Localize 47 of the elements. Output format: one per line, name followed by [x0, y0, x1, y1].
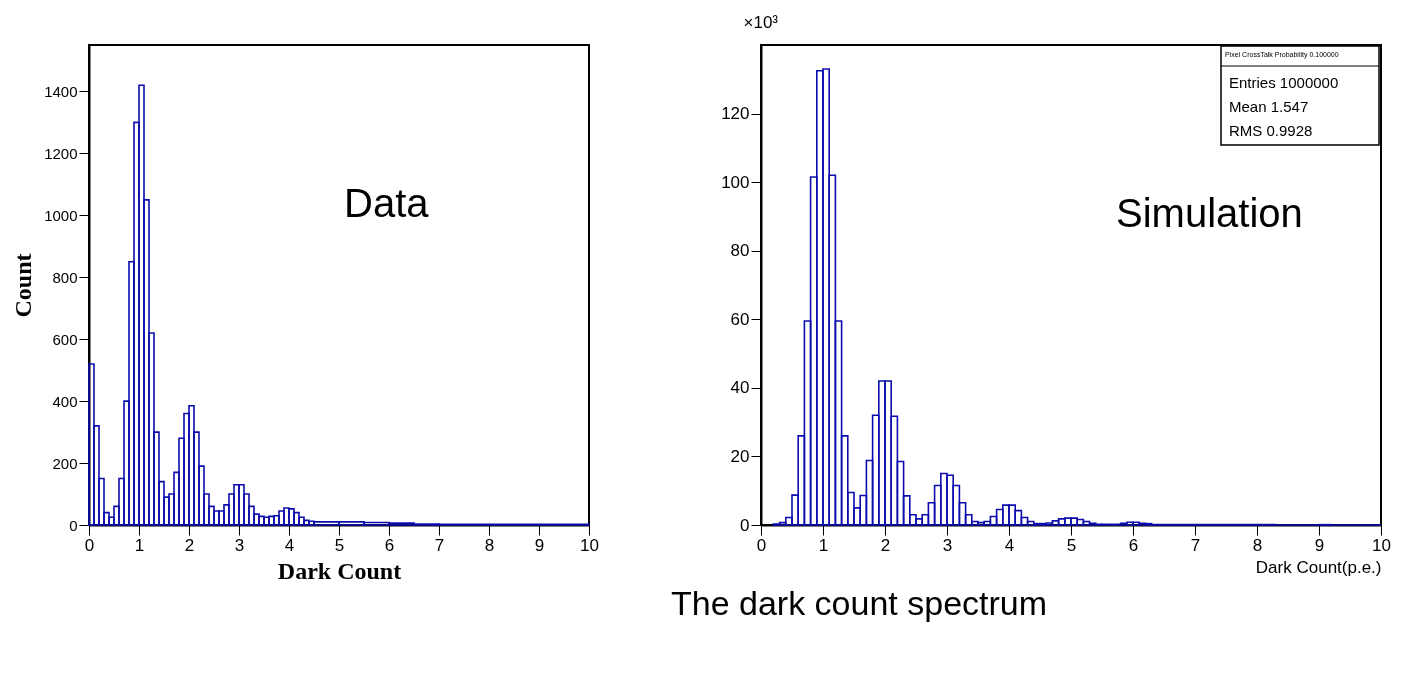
- x-tick-label: 6: [384, 535, 395, 555]
- x-tick-label: 6: [1128, 535, 1139, 555]
- annotation: Data: [344, 181, 430, 225]
- x-tick-label: 3: [942, 535, 953, 555]
- x-tick-label: 8: [1252, 535, 1263, 555]
- y-tick-label: 800: [52, 268, 78, 286]
- y-axis-title: Count: [10, 253, 37, 318]
- x-tick-label: 8: [484, 535, 495, 555]
- x-tick-label: 1: [134, 535, 145, 555]
- x-tick-label: 4: [284, 535, 295, 555]
- x-tick-label: 9: [1314, 535, 1325, 555]
- x-tick-label: 7: [434, 535, 445, 555]
- x-tick-label: 0: [756, 535, 767, 555]
- x-tick-label: 0: [84, 535, 95, 555]
- y-tick-label: 400: [52, 392, 78, 410]
- x-axis-title: Dark Count(p.e.): [1255, 557, 1382, 577]
- y-tick-label: 1400: [44, 82, 78, 100]
- x-axis-title: Dark Count: [277, 557, 402, 584]
- y-tick-label: 80: [730, 241, 750, 261]
- annotation: RMS 0.9928: [1229, 122, 1313, 139]
- x-tick-label: 10: [580, 535, 599, 555]
- x-tick-label: 7: [1190, 535, 1201, 555]
- y-tick-label: 120: [721, 104, 750, 124]
- text: The dark count spectrum: [671, 584, 1048, 622]
- y-axis-title: ×10³: [743, 12, 779, 32]
- y-tick-label: 40: [730, 378, 750, 398]
- annotation: Mean 1.547: [1229, 98, 1309, 115]
- y-tick-label: 0: [69, 516, 78, 534]
- x-tick-label: 1: [818, 535, 829, 555]
- x-tick-label: 9: [534, 535, 545, 555]
- y-tick-label: 60: [730, 309, 750, 329]
- y-tick-label: 600: [52, 330, 78, 348]
- annotation: Simulation: [1116, 191, 1303, 235]
- x-tick-label: 10: [1372, 535, 1391, 555]
- x-tick-label: 2: [184, 535, 195, 555]
- x-tick-label: 2: [880, 535, 891, 555]
- x-tick-label: 5: [334, 535, 345, 555]
- y-tick-label: 200: [52, 454, 78, 472]
- y-tick-label: 20: [730, 446, 750, 466]
- x-tick-label: 5: [1066, 535, 1077, 555]
- x-tick-label: 4: [1004, 535, 1015, 555]
- y-tick-label: 1200: [44, 144, 78, 162]
- y-tick-label: 0: [740, 515, 750, 535]
- x-tick-label: 3: [234, 535, 245, 555]
- annotation: Entries 1000000: [1229, 74, 1339, 91]
- y-tick-label: 100: [721, 172, 750, 192]
- y-tick-label: 1000: [44, 206, 78, 224]
